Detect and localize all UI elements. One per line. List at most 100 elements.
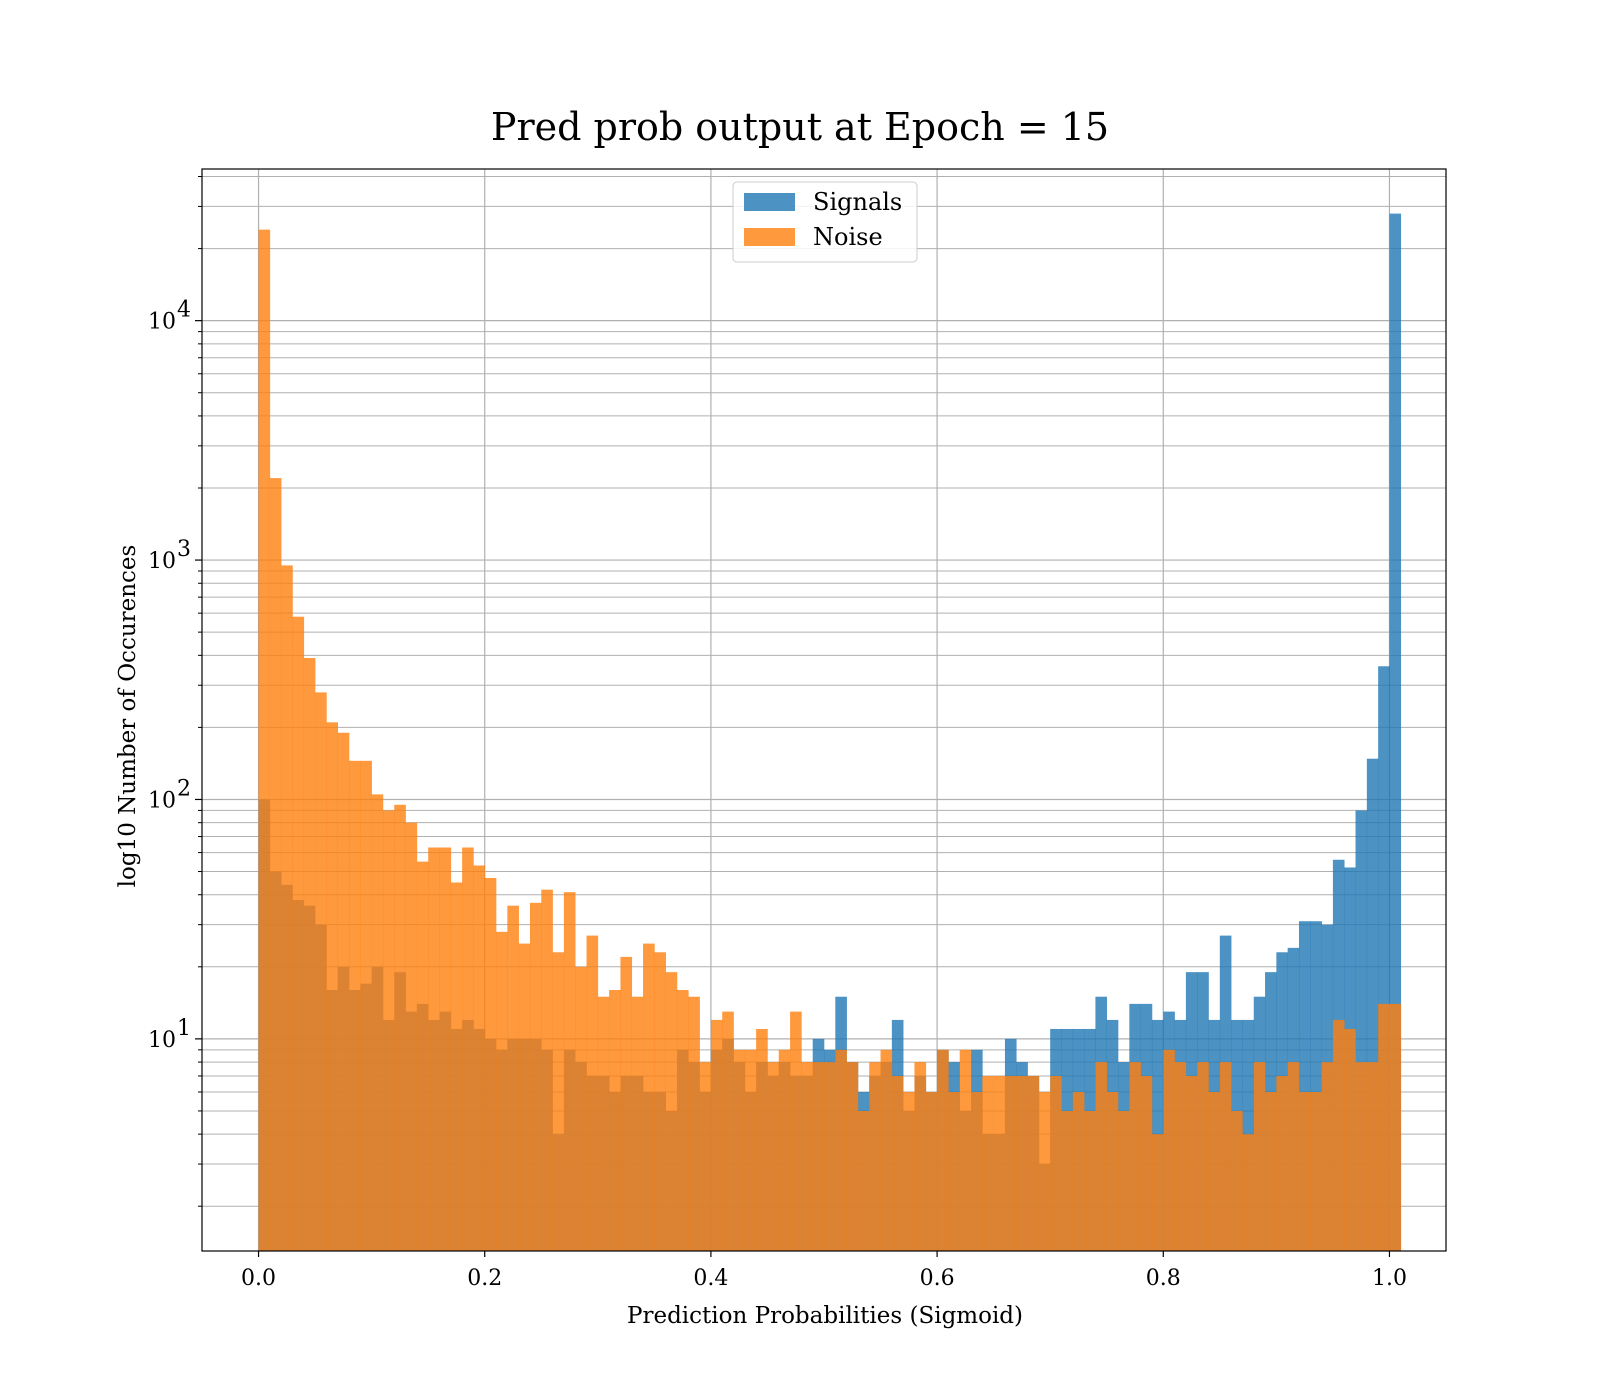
x-tick-label: 0.6 bbox=[920, 1266, 955, 1291]
bar-noise-51 bbox=[835, 1049, 847, 1251]
bar-noise-34 bbox=[643, 943, 655, 1251]
bar-noise-33 bbox=[631, 996, 644, 1251]
x-axis-label: Prediction Probabilities (Sigmoid) bbox=[627, 1303, 1023, 1329]
y-tick-label: 10 bbox=[148, 310, 176, 335]
bar-noise-41 bbox=[722, 1011, 734, 1251]
bar-noise-96 bbox=[1344, 1028, 1356, 1251]
bar-noise-17 bbox=[450, 882, 463, 1251]
legend: Signals Noise bbox=[732, 181, 918, 263]
y-tick-label: 10 bbox=[148, 549, 176, 574]
bar-noise-44 bbox=[756, 1028, 768, 1251]
bar-noise-66 bbox=[1004, 1075, 1017, 1251]
bar-noise-77 bbox=[1129, 1062, 1141, 1251]
y-tick-exponent: 3 bbox=[177, 537, 191, 562]
bar-noise-93 bbox=[1310, 1091, 1322, 1251]
bar-noise-78 bbox=[1140, 1075, 1153, 1251]
bar-noise-48 bbox=[801, 1062, 813, 1251]
bar-signals-100 bbox=[1389, 213, 1402, 1252]
y-tick-exponent: 4 bbox=[177, 298, 191, 323]
legend-swatch-signals bbox=[744, 193, 795, 211]
x-tick-label: 0.0 bbox=[241, 1266, 276, 1291]
bar-noise-42 bbox=[733, 1049, 746, 1251]
bar-noise-63 bbox=[971, 1091, 983, 1251]
bar-noise-16 bbox=[439, 847, 452, 1251]
chart-title: Pred prob output at Epoch = 15 bbox=[491, 105, 1109, 149]
bar-noise-89 bbox=[1265, 1091, 1277, 1251]
bar-noise-32 bbox=[620, 956, 633, 1251]
bar-signals-92 bbox=[1298, 921, 1311, 1251]
bar-noise-69 bbox=[1038, 1091, 1051, 1251]
bar-noise-75 bbox=[1106, 1091, 1119, 1251]
bar-noise-67 bbox=[1016, 1075, 1028, 1251]
bar-noise-72 bbox=[1072, 1091, 1085, 1251]
x-tick-label: 0.4 bbox=[693, 1266, 728, 1291]
bar-noise-27 bbox=[563, 892, 576, 1251]
bar-noise-3 bbox=[292, 616, 305, 1251]
bar-noise-4 bbox=[303, 657, 316, 1251]
y-axis-label: log10 Number of Occurences bbox=[115, 545, 141, 888]
bar-noise-26 bbox=[552, 952, 565, 1251]
bar-noise-23 bbox=[518, 943, 531, 1251]
y-tick-exponent: 1 bbox=[177, 1016, 191, 1041]
bar-noise-70 bbox=[1050, 1075, 1062, 1251]
bar-noise-60 bbox=[937, 1049, 949, 1251]
bar-noise-61 bbox=[948, 1091, 961, 1251]
bar-signals-98 bbox=[1366, 758, 1379, 1251]
bar-noise-40 bbox=[710, 1019, 723, 1251]
bar-noise-8 bbox=[349, 760, 361, 1251]
bar-noise-98 bbox=[1366, 1062, 1379, 1251]
bar-noise-1 bbox=[269, 478, 282, 1251]
bar-noise-76 bbox=[1118, 1110, 1130, 1251]
bar-noise-74 bbox=[1095, 1062, 1108, 1251]
bar-noise-2 bbox=[281, 565, 293, 1251]
bar-noise-80 bbox=[1163, 1049, 1175, 1251]
bar-noise-68 bbox=[1027, 1075, 1040, 1251]
bar-noise-86 bbox=[1231, 1110, 1243, 1251]
plot-frame bbox=[201, 168, 1447, 1252]
bar-noise-83 bbox=[1197, 1062, 1209, 1251]
bar-noise-49 bbox=[812, 1062, 825, 1251]
bar-noise-79 bbox=[1151, 1134, 1164, 1251]
bar-noise-46 bbox=[778, 1049, 791, 1251]
bar-noise-21 bbox=[496, 931, 508, 1251]
bar-noise-28 bbox=[575, 966, 587, 1251]
bar-noise-90 bbox=[1276, 1075, 1288, 1251]
bar-noise-10 bbox=[371, 794, 384, 1251]
bar-noise-39 bbox=[699, 1062, 712, 1251]
bar-noise-5 bbox=[315, 692, 327, 1251]
bar-noise-15 bbox=[428, 847, 440, 1251]
bar-noise-24 bbox=[529, 902, 542, 1251]
bar-noise-88 bbox=[1253, 1062, 1266, 1251]
x-tick-label: 1.0 bbox=[1372, 1266, 1407, 1291]
bar-noise-58 bbox=[914, 1062, 927, 1251]
bar-noise-45 bbox=[767, 1062, 780, 1251]
bar-noise-91 bbox=[1287, 1062, 1300, 1251]
bar-noise-92 bbox=[1298, 1091, 1311, 1251]
bar-noise-53 bbox=[857, 1110, 870, 1251]
bar-noise-11 bbox=[382, 810, 395, 1251]
bar-noise-81 bbox=[1174, 1062, 1187, 1251]
bar-noise-14 bbox=[416, 861, 429, 1251]
bar-noise-47 bbox=[790, 1011, 802, 1251]
bar-noise-59 bbox=[925, 1091, 938, 1251]
bar-noise-37 bbox=[676, 990, 689, 1251]
bar-noise-25 bbox=[541, 889, 553, 1251]
bar-noise-56 bbox=[891, 1075, 904, 1251]
bar-noise-22 bbox=[507, 905, 519, 1251]
bar-noise-62 bbox=[959, 1049, 972, 1251]
bar-noise-99 bbox=[1378, 1003, 1390, 1251]
bar-noise-84 bbox=[1208, 1091, 1221, 1251]
bar-noise-6 bbox=[326, 722, 339, 1251]
bar-noise-19 bbox=[473, 865, 486, 1251]
x-tick-label: 0.2 bbox=[467, 1266, 502, 1291]
bar-noise-54 bbox=[869, 1062, 881, 1251]
bar-noise-82 bbox=[1185, 1075, 1198, 1251]
bar-noise-57 bbox=[903, 1091, 915, 1251]
histogram-bars bbox=[258, 213, 1402, 1252]
legend-swatch-noise bbox=[744, 228, 795, 246]
bar-noise-87 bbox=[1242, 1134, 1255, 1251]
bar-noise-55 bbox=[880, 1049, 893, 1251]
bar-signals-93 bbox=[1310, 921, 1322, 1251]
